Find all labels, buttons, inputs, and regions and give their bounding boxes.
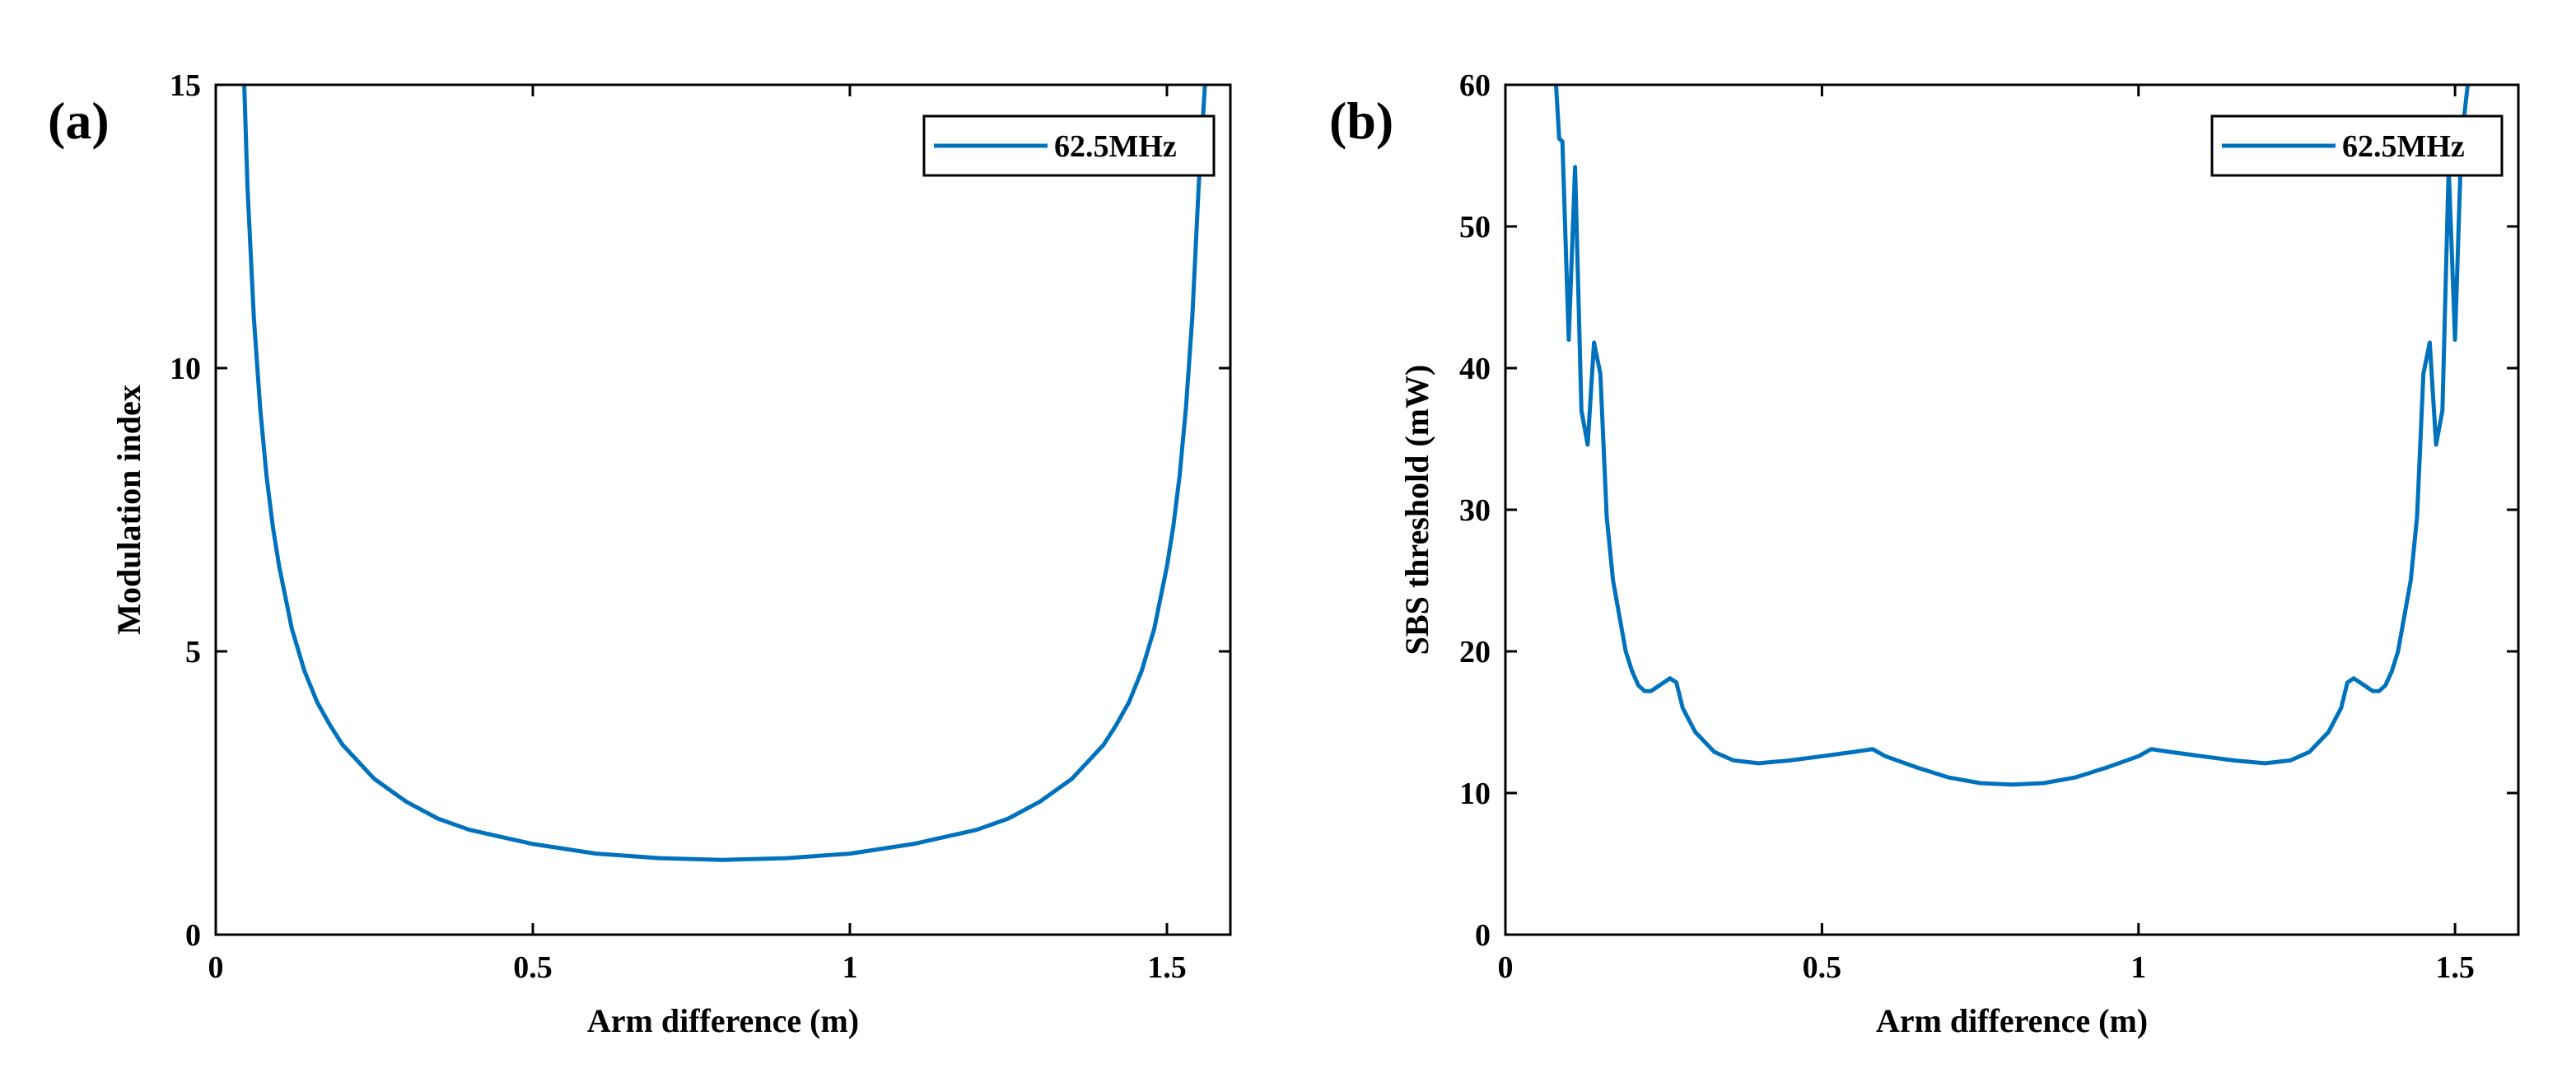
y-tick-label: 10 [170, 352, 201, 386]
legend-entry: 62.5MHz [2342, 129, 2465, 164]
legend-entry: 62.5MHz [1054, 129, 1177, 164]
legend: 62.5MHz [2210, 114, 2504, 177]
x-tick-label: 1.5 [2435, 950, 2475, 985]
x-tick-label: 1.5 [1147, 950, 1187, 985]
y-axis-label: SBS threshold (mW) [1398, 365, 1435, 655]
x-tick-label: 1 [2130, 950, 2146, 985]
series-line-0 [1554, 85, 2470, 787]
y-tick-label: 0 [1475, 918, 1491, 953]
y-tick-label: 15 [170, 68, 201, 103]
x-tick-label: 0 [1498, 950, 1514, 985]
x-axis-label: Arm difference (m) [587, 1002, 859, 1039]
panel-label: (b) [1329, 91, 1393, 150]
chart-panel-b: 0 0.5 1 1.5 0 10 20 30 40 50 60 Arm difference (m) S… [1329, 68, 2520, 1039]
y-tick-label: 5 [185, 635, 201, 669]
chart-panel-a: 0 0.5 1 1.5 0 5 10 15 Arm difference (m) Modulati… [48, 68, 1232, 1039]
axes-box [1504, 83, 2520, 936]
series-line-0 [242, 85, 1207, 862]
y-tick-label: 50 [1459, 210, 1491, 245]
x-tick-label: 0.5 [513, 950, 553, 985]
x-tick-label: 0 [208, 950, 224, 985]
legend: 62.5MHz [922, 114, 1216, 177]
y-tick-label: 30 [1459, 493, 1491, 528]
panel-label: (a) [48, 91, 110, 150]
y-axis-label: Modulation index [110, 385, 147, 634]
x-axis-label: Arm difference (m) [1876, 1002, 2148, 1039]
x-tick-label: 1 [842, 950, 858, 985]
y-tick-label: 0 [185, 918, 201, 953]
y-tick-label: 40 [1459, 352, 1491, 386]
y-tick-label: 10 [1459, 777, 1491, 811]
x-tick-label: 0.5 [1803, 950, 1842, 985]
y-tick-label: 20 [1459, 635, 1491, 669]
axes-box [214, 83, 1232, 936]
y-tick-label: 60 [1459, 68, 1491, 103]
